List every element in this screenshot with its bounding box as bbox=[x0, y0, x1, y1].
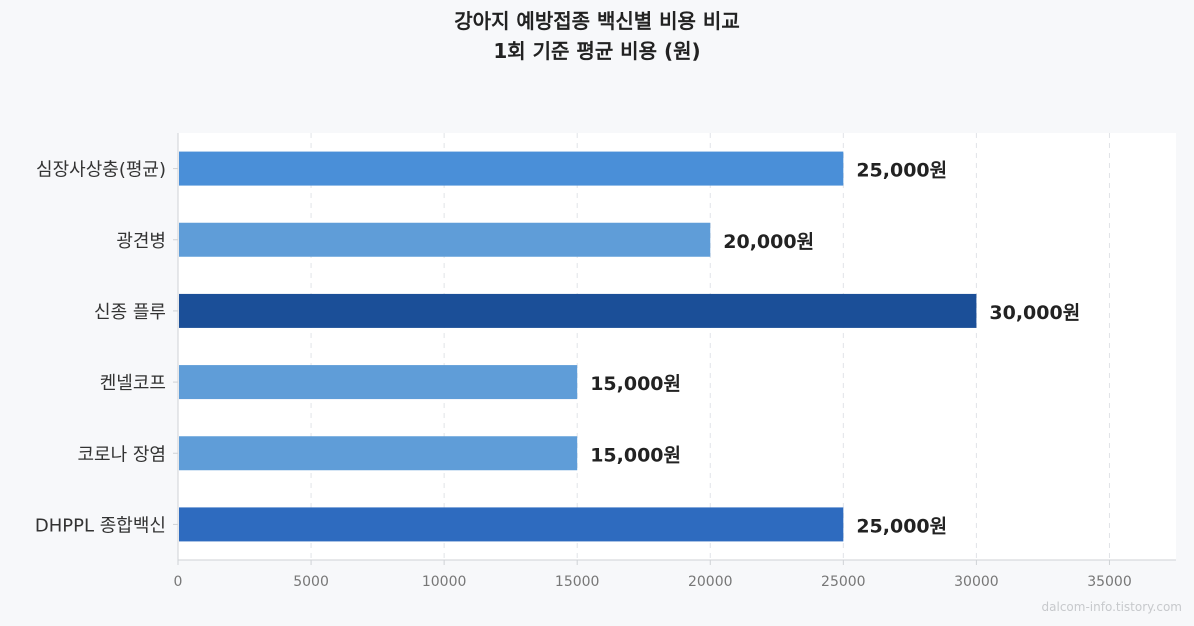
x-tick-label: 5000 bbox=[293, 574, 329, 590]
x-tick-label: 25000 bbox=[821, 574, 866, 590]
x-tick-label: 20000 bbox=[688, 574, 733, 590]
data-label: 25,000원 bbox=[856, 160, 947, 182]
category-label: 신종 플루 bbox=[94, 302, 166, 323]
watermark: dalcom-info.tistory.com bbox=[1042, 600, 1182, 614]
grid-lines bbox=[310, 133, 1110, 560]
x-tick-label: 35000 bbox=[1087, 574, 1132, 590]
data-label: 15,000원 bbox=[590, 444, 681, 466]
data-label: 30,000원 bbox=[989, 302, 1080, 324]
category-label: 켄넬코프 bbox=[100, 373, 166, 394]
data-label: 20,000원 bbox=[723, 231, 814, 253]
data-label: 25,000원 bbox=[856, 515, 947, 537]
chart-title: 강아지 예방접종 백신별 비용 비교 bbox=[454, 9, 739, 33]
x-tick-label: 30000 bbox=[954, 574, 999, 590]
category-label: 광견병 bbox=[116, 231, 166, 252]
x-tick-label: 10000 bbox=[422, 574, 467, 590]
axes: 0 5000 10000 15000 20000 25000 30000 35000 bbox=[173, 133, 1176, 590]
category-label: 코로나 장염 bbox=[77, 444, 166, 465]
category-label: DHPPL 종합백신 bbox=[35, 515, 166, 536]
bar bbox=[179, 436, 578, 471]
data-label: 15,000원 bbox=[590, 373, 681, 395]
category-label: 심장사상충(평균) bbox=[36, 160, 166, 181]
x-tick-label: 15000 bbox=[555, 574, 600, 590]
bar bbox=[179, 151, 844, 186]
plot-area bbox=[178, 133, 1176, 560]
bar bbox=[179, 365, 578, 400]
chart-subtitle: 1회 기준 평균 비용 (원) bbox=[493, 39, 700, 63]
bar bbox=[179, 222, 711, 257]
x-tick-label: 0 bbox=[174, 574, 183, 590]
bar bbox=[179, 507, 844, 542]
bars bbox=[179, 151, 977, 542]
bar bbox=[179, 293, 977, 328]
